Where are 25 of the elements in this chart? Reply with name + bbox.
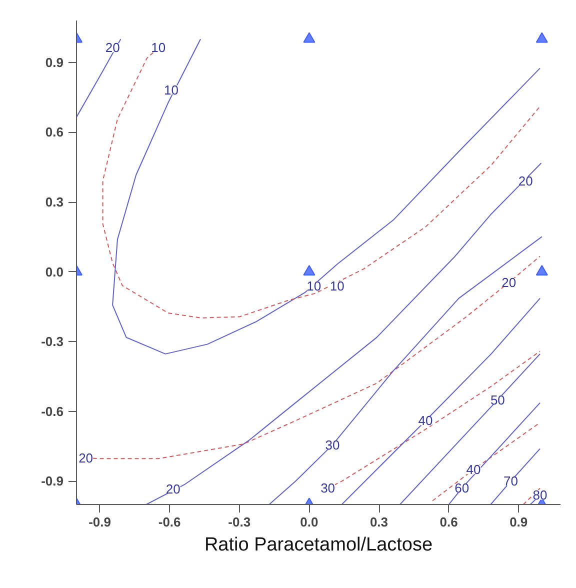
- y-tick-label: -0.9: [41, 474, 64, 489]
- annotation: 20: [78, 450, 94, 466]
- y-tick-label: 0.6: [45, 124, 64, 140]
- annotation: 10: [151, 40, 166, 56]
- annotation: 20: [518, 174, 533, 189]
- y-tick-label: -0.3: [41, 334, 64, 350]
- x-tick-label: 0.9: [510, 514, 528, 530]
- annotation: 20: [166, 481, 180, 496]
- y-tick-label: 0.0: [45, 264, 64, 280]
- x-tick-label: 0.6: [440, 514, 458, 530]
- x-axis-title: Ratio Paracetamol/Lactose: [204, 534, 433, 556]
- annotation: 10: [164, 82, 178, 98]
- x-tick-label: -0.9: [88, 514, 111, 530]
- annotation: 20: [502, 275, 516, 290]
- x-tick-label: 0.0: [300, 514, 318, 530]
- y-tick-label: 0.9: [45, 54, 64, 70]
- x-tick-label: 0.3: [370, 514, 388, 530]
- annotation: 20: [105, 40, 120, 56]
- y-tick-label: 0.3: [45, 194, 64, 210]
- annotation: 30: [320, 480, 336, 496]
- x-tick-label: -0.6: [158, 514, 181, 530]
- annotation: 10: [330, 278, 344, 294]
- y-tick-label: -0.6: [41, 404, 64, 419]
- annotation: 10: [306, 278, 322, 294]
- x-tick-label: -0.3: [228, 514, 251, 530]
